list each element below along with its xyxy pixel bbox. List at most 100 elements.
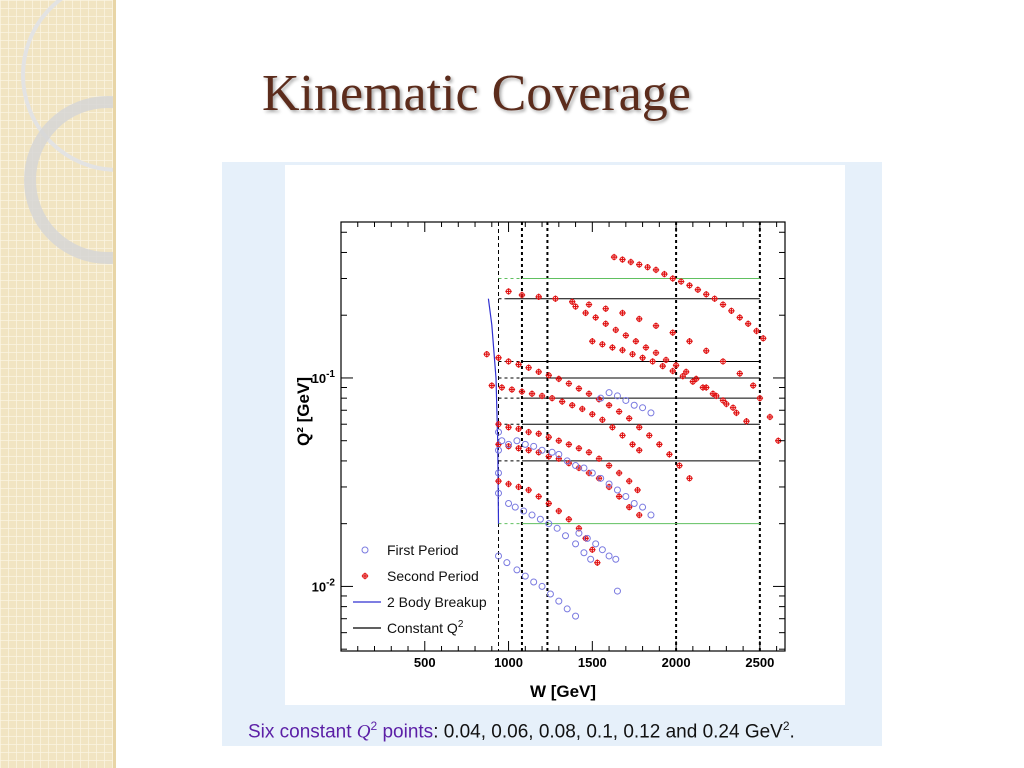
second-period-marker-cross — [659, 362, 666, 370]
first-period-point — [613, 392, 621, 400]
second-period-point — [558, 398, 566, 405]
second-period-marker-cross — [498, 384, 506, 391]
y-tick-label: 10-2 — [312, 577, 336, 594]
second-period-point — [525, 364, 532, 371]
second-period-marker-cross — [565, 441, 573, 448]
second-period-point — [515, 361, 522, 368]
second-period-point — [636, 511, 643, 519]
first-period-point — [630, 401, 638, 409]
first-period-point — [597, 394, 605, 402]
second-period-point — [555, 455, 563, 462]
second-period-marker-cross — [728, 307, 735, 314]
second-period-point — [625, 477, 633, 485]
second-period-marker-cross — [505, 288, 512, 295]
second-period-marker-cross — [652, 322, 660, 329]
second-period-point — [535, 493, 542, 500]
kinematic-coverage-chart: 500 1000 1500 2000 2500 W [GeV] 10-1 10-2 Q² [Ge… — [285, 165, 845, 705]
second-period-point — [634, 486, 641, 494]
second-period-marker-cross — [525, 486, 532, 494]
first-period-point — [580, 549, 588, 557]
second-period-point — [582, 309, 589, 317]
second-period-marker-cross — [585, 301, 593, 308]
ring-ornament-bottom — [24, 96, 113, 264]
second-period-point — [592, 314, 599, 321]
first-period-point — [572, 540, 580, 548]
second-period-marker-cross — [515, 483, 522, 491]
second-period-marker-cross — [555, 455, 563, 462]
second-period-point — [669, 275, 676, 282]
second-period-point — [703, 347, 710, 354]
first-period-point — [513, 566, 521, 574]
second-period-marker-cross — [548, 394, 556, 402]
second-period-marker-cross — [508, 386, 516, 393]
second-period-marker-cross — [575, 445, 583, 452]
first-period-point — [538, 582, 546, 590]
second-period-marker-cross — [719, 301, 727, 308]
second-period-point — [615, 469, 623, 477]
second-period-marker-cross — [636, 315, 643, 323]
second-period-point — [619, 256, 626, 263]
second-period-point — [594, 559, 601, 566]
second-period-point — [505, 424, 512, 431]
second-period-point — [599, 341, 606, 348]
first-period-point — [494, 469, 502, 477]
second-period-point — [619, 432, 626, 439]
second-period-marker-cross — [518, 291, 526, 299]
second-period-point — [719, 397, 727, 404]
sidebar-border — [113, 0, 116, 768]
second-period-point — [632, 338, 640, 345]
second-period-marker-cross — [625, 503, 633, 511]
second-period-marker-cross — [589, 338, 596, 345]
second-period-point — [728, 307, 735, 314]
second-period-marker-cross — [552, 295, 559, 302]
first-period-point — [511, 503, 519, 511]
second-period-marker-cross — [569, 298, 576, 305]
second-period-point — [636, 447, 643, 454]
second-period-point — [565, 516, 573, 523]
second-period-point — [585, 449, 593, 456]
second-period-marker-cross — [525, 447, 532, 454]
second-period-point — [515, 425, 522, 433]
second-period-point — [538, 392, 546, 400]
second-period-marker-cross — [594, 559, 601, 566]
x-tick-label: 1500 — [578, 655, 607, 670]
second-period-marker-cross — [709, 390, 717, 397]
second-period-point — [686, 475, 693, 482]
first-period-point — [521, 440, 529, 448]
caption-values: : 0.04, 0.06, 0.08, 0.1, 0.12 and 0.24 G… — [433, 721, 783, 743]
second-period-marker-cross — [585, 449, 593, 456]
second-period-point — [636, 315, 643, 323]
second-period-marker-cross — [749, 382, 757, 389]
second-period-point — [515, 483, 522, 491]
second-period-marker-cross — [589, 546, 596, 553]
second-period-marker-cross — [669, 329, 676, 336]
first-period-point — [530, 442, 538, 450]
second-period-marker-cross — [694, 286, 702, 293]
second-period-marker-cross — [558, 398, 566, 405]
first-period-point — [562, 532, 570, 540]
second-period-marker-cross — [632, 338, 640, 345]
second-period-marker-cross — [686, 282, 693, 289]
first-period-point — [553, 524, 561, 532]
second-period-marker-cross — [629, 441, 636, 448]
second-period-point — [677, 278, 685, 285]
first-period-point — [605, 480, 613, 488]
second-period-marker-cross — [615, 408, 623, 415]
legend-label: First Period — [387, 542, 459, 558]
second-period-marker-cross — [599, 341, 606, 348]
second-period-marker-cross — [579, 405, 586, 413]
second-period-marker-cross — [592, 314, 599, 321]
second-period-marker-cross — [495, 441, 502, 448]
slide-title: Kinematic Coverage — [262, 65, 691, 122]
second-period-marker-cross — [766, 413, 774, 421]
second-period-marker-cross — [636, 261, 643, 268]
second-period-point — [525, 486, 532, 494]
second-period-point — [565, 380, 573, 387]
second-period-marker-cross — [733, 409, 740, 417]
second-period-marker-cross — [535, 493, 542, 500]
second-period-marker-cross — [729, 404, 737, 411]
second-period-marker-cross — [652, 349, 660, 357]
second-period-point — [743, 418, 750, 425]
second-period-marker-cross — [627, 258, 635, 266]
second-period-point — [723, 400, 730, 408]
